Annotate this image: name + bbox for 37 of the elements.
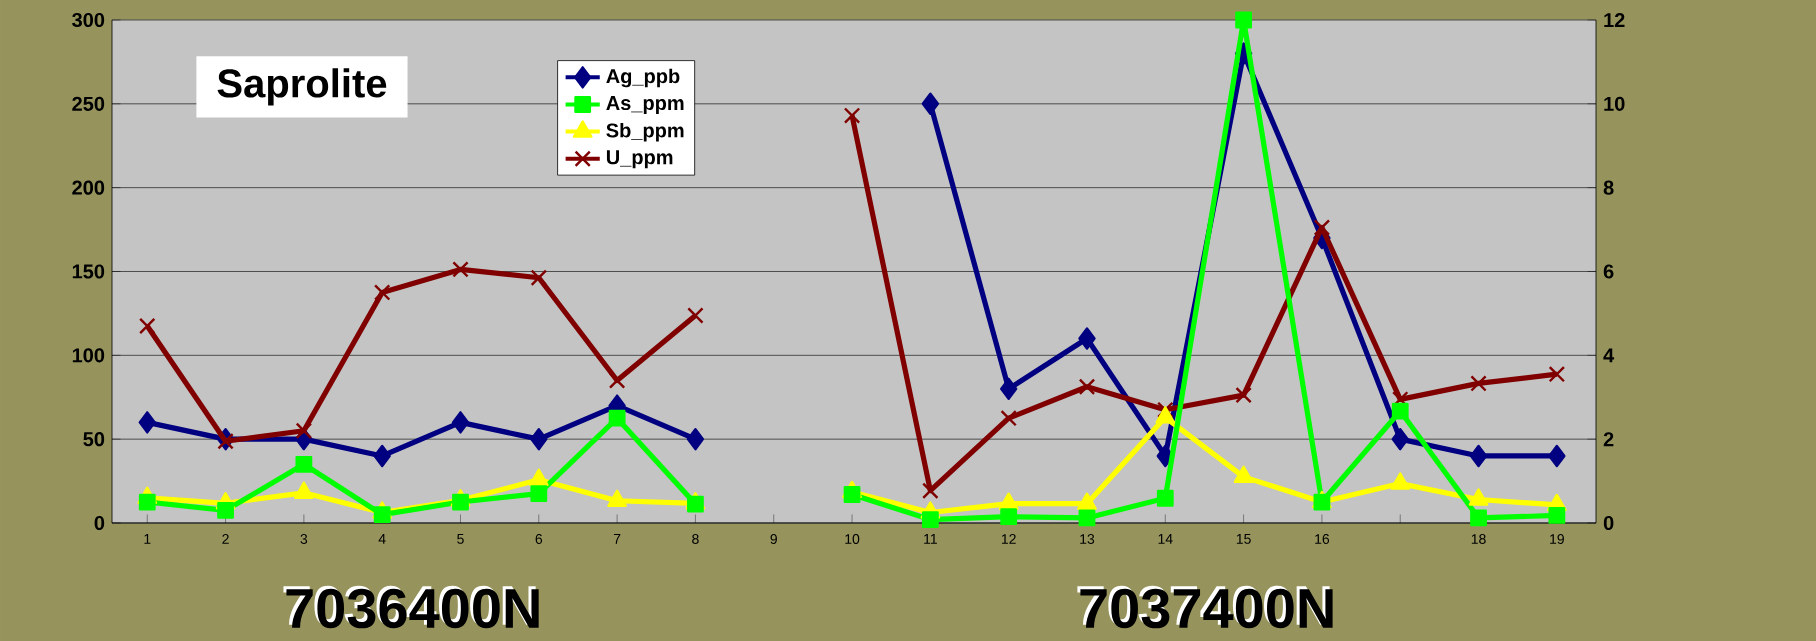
x-tick-label: 19 <box>1550 534 1564 544</box>
x-tick-label: 5 <box>457 534 464 544</box>
y-tick-label: 100 <box>72 348 105 363</box>
y2-tick-label: 10 <box>1604 96 1625 111</box>
x-tick-label: 13 <box>1080 534 1095 544</box>
annotation: Saprolite <box>217 68 387 106</box>
y-tick-label: 50 <box>83 432 105 447</box>
y-tick-label: 300 <box>72 12 105 28</box>
x-tick-label: 4 <box>378 534 386 544</box>
x-tick-label: 7 <box>613 534 621 544</box>
legend-label: U_ppm <box>606 150 673 169</box>
y2-tick-label: 0 <box>1603 515 1614 531</box>
y-tick-label: 150 <box>72 264 105 279</box>
x-tick-label: 15 <box>1236 534 1251 544</box>
y2-tick-label: 2 <box>1603 432 1614 447</box>
x-tick-label: 11 <box>924 534 937 544</box>
x-tick-label: 9 <box>770 534 777 544</box>
x-tick-label: 2 <box>222 534 229 544</box>
x-tick-label: 12 <box>1001 534 1016 544</box>
x-tick-label: 16 <box>1315 534 1330 544</box>
x-tick-label: 1 <box>144 534 151 544</box>
x-tick-label: 14 <box>1158 534 1173 544</box>
y2-tick-label: 6 <box>1603 264 1614 279</box>
x-tick-label: 10 <box>845 534 860 544</box>
x-tick-label: 8 <box>692 534 699 544</box>
x-tick-label: 18 <box>1471 534 1486 544</box>
y-tick-label: 0 <box>94 515 105 531</box>
legend-label: Sb_ppm <box>606 122 684 142</box>
x-tick-label: 3 <box>300 534 308 544</box>
legend-label: Ag_ppb <box>606 68 680 88</box>
y2-tick-label: 4 <box>1603 348 1615 363</box>
x-tick-label: 6 <box>535 534 543 544</box>
y2-tick-label: 12 <box>1604 13 1625 27</box>
y2-tick-label: 8 <box>1603 180 1614 195</box>
y-tick-label: 250 <box>72 96 105 111</box>
legend-label: As_ppm <box>606 96 684 115</box>
y-tick-label: 200 <box>72 180 105 195</box>
